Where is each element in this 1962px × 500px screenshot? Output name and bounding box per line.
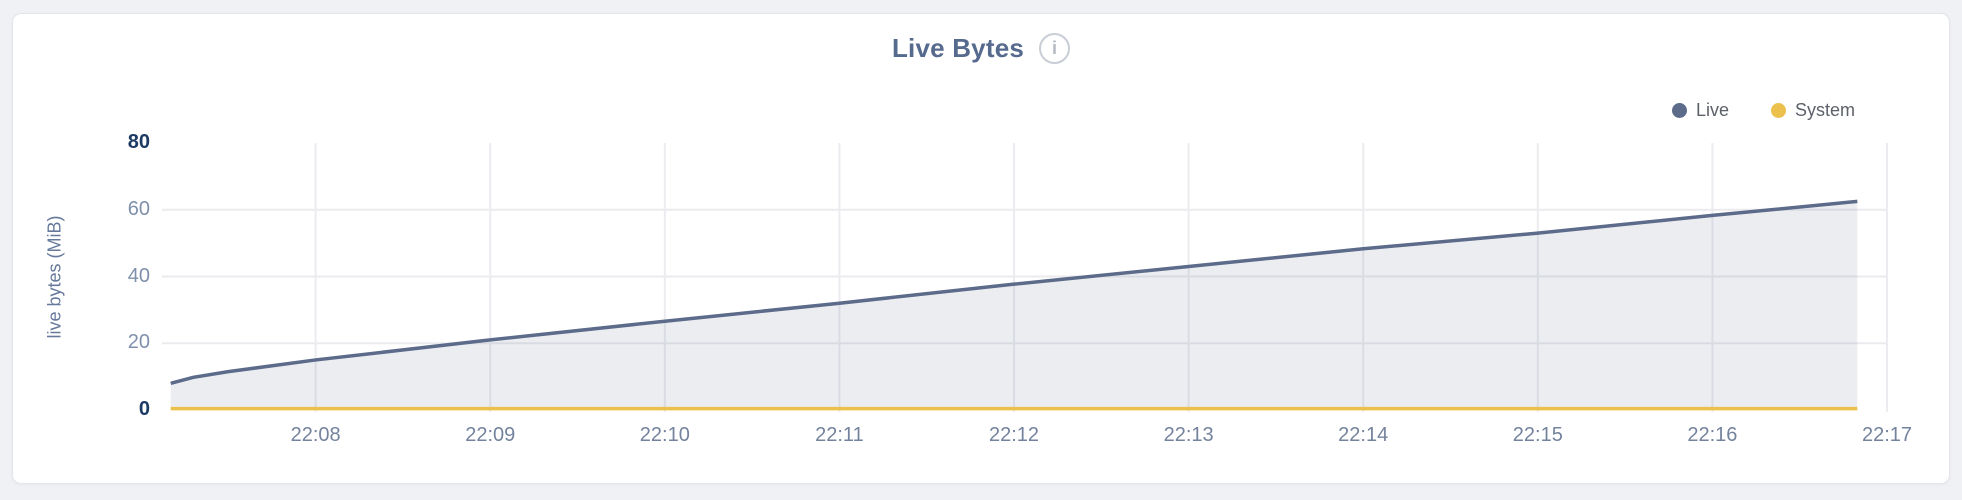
chart-header: Live Bytes i bbox=[0, 33, 1962, 64]
y-tick-label: 40 bbox=[127, 264, 150, 287]
live-line bbox=[170, 199, 1858, 385]
legend-dot-system bbox=[1770, 103, 1786, 118]
legend-label: Live bbox=[1695, 100, 1729, 120]
x-tick-label: 22:16 bbox=[1687, 424, 1738, 446]
legend-item-system[interactable]: System bbox=[1770, 100, 1855, 121]
x-tick-label: 22:17 bbox=[1861, 424, 1913, 446]
legend-dot-live bbox=[1671, 103, 1687, 118]
info-icon[interactable]: i bbox=[1039, 33, 1071, 64]
legend-item-live[interactable]: Live bbox=[1671, 100, 1729, 121]
legend-label: System bbox=[1794, 100, 1855, 120]
x-tick-label: 22:13 bbox=[1163, 424, 1214, 446]
y-tick-label: 60 bbox=[127, 197, 150, 220]
x-tick-label: 22:15 bbox=[1512, 424, 1563, 446]
x-tick-label: 22:10 bbox=[639, 424, 690, 446]
chart-title: Live Bytes bbox=[891, 33, 1025, 63]
x-tick-label: 22:09 bbox=[465, 424, 516, 446]
live-area bbox=[170, 201, 1858, 410]
y-tick-label: 0 bbox=[138, 398, 150, 420]
x-tick-label: 22:12 bbox=[988, 424, 1040, 446]
legend: Live System bbox=[1671, 100, 1855, 121]
y-tick-label: 20 bbox=[127, 331, 150, 354]
chart-card bbox=[12, 13, 1950, 484]
x-tick-label: 22:11 bbox=[815, 424, 864, 446]
y-tick-label: 80 bbox=[127, 131, 150, 153]
x-tick-label: 22:14 bbox=[1338, 424, 1389, 446]
x-tick-label: 22:08 bbox=[290, 424, 341, 446]
